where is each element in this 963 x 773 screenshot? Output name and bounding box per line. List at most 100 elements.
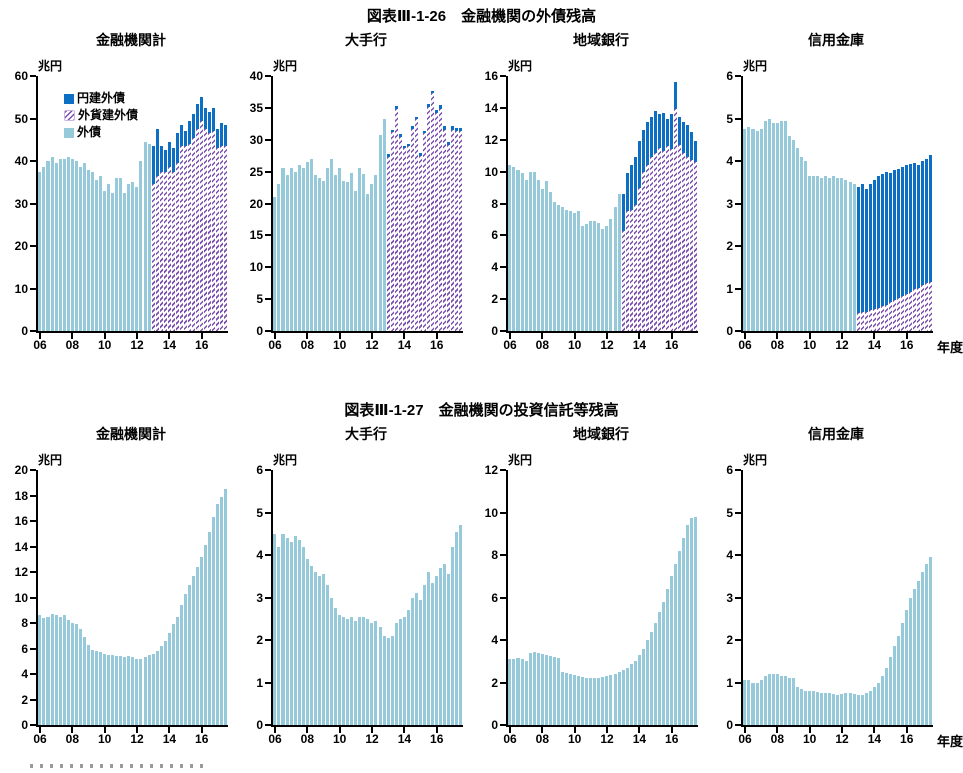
x-axis-tick: [670, 333, 673, 339]
bar-segment: [455, 130, 459, 331]
y-axis-tick-label: 0: [21, 718, 28, 732]
x-axis-tick-label: 14: [632, 338, 647, 352]
legend-label: 外貨建外債: [78, 108, 139, 122]
bar-segment: [694, 141, 698, 163]
bar-segment: [163, 640, 167, 725]
y-axis-tick-label: 5: [256, 505, 263, 520]
bar-segment: [431, 90, 435, 94]
y-axis-tick: [735, 287, 741, 290]
bar-segment: [751, 129, 755, 331]
x-axis-tick: [371, 333, 374, 339]
bar-segment: [167, 633, 171, 725]
bar-segment: [354, 190, 358, 331]
bar-segment: [378, 627, 382, 725]
bar-segment: [46, 161, 50, 331]
y-axis-tick: [30, 698, 36, 701]
x-axis-tick-label: 06: [738, 338, 752, 352]
x-axis-tick: [670, 727, 673, 733]
y-axis-tick-label: 20: [249, 196, 263, 211]
bar-segment: [94, 180, 99, 331]
legend-label: 円建外債: [77, 91, 126, 105]
bar-segment: [200, 120, 204, 331]
bar-segment: [277, 546, 281, 725]
bar-segment: [645, 165, 649, 331]
bar-segment: [163, 171, 167, 331]
bar-segment: [74, 161, 78, 331]
bar-segment: [111, 192, 115, 331]
bar-segment: [167, 141, 171, 168]
bar-segment: [167, 167, 171, 331]
bar-segment: [435, 576, 439, 725]
bar-segment: [131, 657, 135, 725]
bar-segment: [536, 179, 540, 331]
bar-segment: [601, 229, 605, 331]
y-axis-tick: [265, 596, 271, 599]
bar-segment: [828, 178, 832, 331]
chart-title: 金融機関計: [96, 426, 166, 442]
x-axis-tick: [573, 727, 576, 733]
y-axis-tick: [265, 724, 271, 726]
y-axis-tick-label: 4: [256, 548, 263, 562]
bar-segment: [686, 125, 690, 158]
bar-segment: [418, 599, 422, 725]
y-axis-tick: [735, 202, 741, 205]
bar-segment: [917, 287, 921, 331]
bar-segment: [147, 144, 151, 331]
x-axis-tick-label: 12: [600, 732, 614, 746]
x-axis-tick: [403, 727, 406, 733]
y-axis-tick: [500, 202, 506, 205]
bar-segment: [151, 653, 155, 725]
bar-segment: [119, 178, 123, 331]
bar-segment: [897, 297, 901, 331]
bar-segment: [694, 516, 698, 725]
y-axis-tick-label: 60: [14, 69, 28, 83]
y-axis-tick: [265, 554, 271, 556]
bar-segment: [569, 674, 573, 725]
chart-title: 地域銀行: [573, 426, 629, 442]
bar-segment: [139, 161, 143, 331]
bar-segment: [682, 122, 686, 153]
bar-segment: [609, 675, 613, 725]
bar-segment: [860, 695, 864, 725]
y-axis-unit: 兆円: [508, 59, 533, 73]
bar-segment: [775, 122, 779, 331]
bar-segment: [925, 158, 929, 284]
bar-segment: [577, 211, 581, 331]
bar-segment: [42, 617, 46, 725]
x-axis-tick-label: 16: [430, 732, 444, 746]
bar-segment: [909, 164, 913, 292]
bar-segment: [159, 146, 163, 172]
bar-segment: [427, 104, 431, 107]
bar-segment: [556, 205, 560, 331]
bar-segment: [439, 567, 443, 725]
bar-segment: [342, 616, 346, 725]
bar-segment: [451, 546, 455, 725]
bar-segment: [913, 163, 917, 290]
bar-segment: [690, 131, 694, 161]
bar-segment: [350, 172, 354, 331]
bar-segment: [884, 667, 888, 725]
bar-segment: [763, 120, 767, 331]
bar-segment: [192, 114, 196, 138]
bar-segment: [844, 693, 848, 725]
x-axis-tick-label: 06: [503, 338, 517, 352]
bar-segment: [682, 538, 686, 725]
bar-segment: [678, 144, 682, 331]
bar-segment: [755, 131, 759, 331]
bar-segment: [192, 575, 196, 725]
x-axis-tick: [168, 333, 171, 339]
bar-segment: [637, 654, 641, 725]
bar-segment: [216, 504, 220, 725]
chart-fig26-regional-banks: 地域銀行 兆円 0 2 4 6 8 10 12 14 16 06 08 10 12 14 16: [470, 30, 705, 352]
bar-segment: [872, 686, 876, 725]
bar-segment: [791, 678, 795, 725]
bar-segment: [285, 538, 289, 725]
y-axis-tick: [265, 75, 271, 77]
bar-segment: [139, 658, 143, 725]
x-axis-tick-label: 16: [900, 732, 914, 746]
bar-segment: [512, 166, 516, 331]
x-axis-tick-label: 14: [867, 732, 882, 746]
bar-segment: [398, 136, 402, 331]
bar-segment: [281, 533, 285, 725]
bar-segment: [605, 225, 609, 331]
